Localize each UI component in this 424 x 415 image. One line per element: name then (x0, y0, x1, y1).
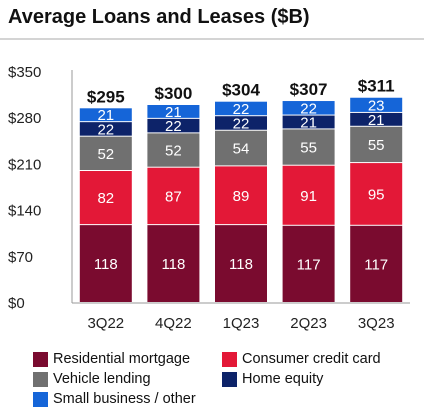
x-tick-label: 1Q23 (223, 315, 260, 332)
data-label: 55 (368, 137, 385, 154)
bar-segment (79, 122, 132, 136)
bar-segment (350, 126, 403, 163)
bar-segment (215, 130, 267, 166)
bar-segment (282, 165, 335, 225)
data-label: 54 (233, 141, 250, 158)
data-label: 21 (165, 104, 182, 121)
bar-segment (282, 129, 335, 165)
bar-segment (215, 166, 267, 225)
x-tick-label: 2Q23 (290, 315, 327, 332)
y-tick-label: $70 (8, 249, 33, 266)
data-label: 82 (97, 190, 114, 207)
data-label: 52 (97, 146, 114, 163)
x-tick-label: 3Q22 (87, 315, 124, 332)
y-tick-label: $350 (8, 64, 41, 81)
total-label: $300 (154, 84, 192, 103)
data-label: 118 (94, 256, 118, 273)
bar-segment (147, 133, 200, 167)
data-label: 95 (368, 186, 385, 203)
data-label: 22 (97, 121, 114, 138)
bar-segment (215, 101, 267, 116)
data-label: 117 (297, 256, 321, 273)
total-label: $304 (222, 81, 260, 100)
data-label: 22 (300, 100, 317, 117)
y-tick-label: $280 (8, 110, 41, 127)
title-divider (0, 38, 424, 40)
bar-segment (350, 112, 403, 126)
data-label: 91 (300, 188, 317, 205)
y-tick-label: $0 (8, 295, 25, 312)
y-tick-label: $140 (8, 203, 41, 220)
bar-segment (282, 225, 335, 302)
bar-segment (79, 171, 132, 225)
data-label: 52 (165, 143, 182, 160)
y-tick-label: $210 (8, 156, 41, 173)
data-label: 22 (233, 101, 250, 118)
data-label: 21 (97, 107, 114, 124)
bar-segment (79, 136, 132, 170)
bar-segment (350, 163, 403, 225)
bar-segment (282, 115, 335, 129)
data-label: 87 (165, 188, 182, 205)
data-label: 22 (233, 115, 250, 132)
bar-segment (282, 101, 335, 115)
total-label: $295 (87, 87, 125, 106)
bar-segment (147, 167, 200, 225)
data-label: 118 (161, 256, 185, 273)
chart-title: Average Loans and Leases ($B) (8, 6, 310, 28)
x-tick-label: 3Q23 (358, 315, 395, 332)
bar-segment (147, 118, 200, 133)
data-label: 55 (300, 140, 317, 157)
data-label: 89 (233, 188, 250, 205)
data-label: 22 (165, 118, 182, 135)
data-label: 23 (368, 97, 385, 114)
bar-segment (350, 225, 403, 302)
bar-segment (79, 108, 132, 122)
total-label: $311 (358, 77, 395, 96)
data-label: 117 (364, 256, 388, 273)
data-label: 21 (368, 112, 385, 129)
data-label: 118 (229, 256, 253, 273)
bar-segment (215, 116, 267, 130)
bar-segment (350, 97, 403, 112)
bar-segment (215, 225, 267, 302)
data-label: 21 (300, 114, 317, 131)
bar-segment (147, 225, 200, 302)
bar-segment (147, 105, 200, 118)
bar-segment (79, 225, 132, 302)
total-label: $307 (290, 80, 328, 99)
x-tick-label: 4Q22 (155, 315, 192, 332)
